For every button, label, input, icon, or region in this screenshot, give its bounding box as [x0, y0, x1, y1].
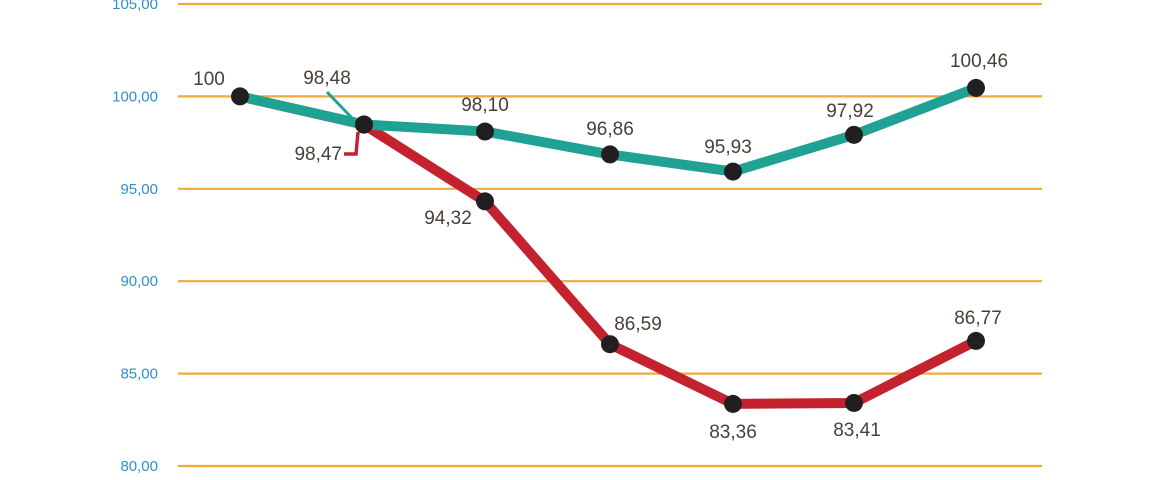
data-markers [231, 78, 985, 413]
marker-red-3 [476, 192, 494, 211]
data-label-teal-7: 100,46 [950, 51, 1008, 72]
data-label-red-6: 83,41 [833, 420, 881, 441]
marker-red-7 [967, 331, 985, 350]
data-label-teal-2: 98,48 [303, 68, 351, 89]
y-tick-label: 90,00 [120, 273, 158, 290]
y-axis-ticks: 80,00 85,00 90,00 95,00 100,00 105,00 [112, 0, 158, 475]
series-line-red [238, 91, 979, 409]
data-label-red-3: 94,32 [424, 208, 472, 229]
data-label-red-4: 86,59 [614, 314, 662, 335]
leader-line-teal [325, 90, 354, 120]
data-labels: 100 98,48 98,10 96,86 95,93 97,92 100,46 98,47 9… [193, 51, 1008, 443]
data-label-teal-3: 98,10 [461, 95, 509, 116]
y-tick-label: 100,00 [112, 88, 158, 105]
leader-line-red [344, 131, 360, 156]
marker-red-2 [355, 115, 373, 134]
y-tick-label: 105,00 [112, 0, 158, 13]
data-label-teal-5: 95,93 [704, 137, 752, 158]
data-label-red-7: 86,77 [954, 308, 1002, 329]
y-tick-label: 95,00 [120, 181, 158, 198]
marker-teal-5 [724, 162, 742, 181]
y-tick-label: 80,00 [120, 458, 158, 475]
marker-teal-7 [967, 78, 985, 97]
marker-red-5 [724, 394, 742, 413]
grid-lines [178, 2, 1042, 468]
data-label-teal-6: 97,92 [826, 101, 874, 122]
data-label-red-5: 83,36 [709, 422, 757, 443]
marker-teal-3 [476, 122, 494, 141]
marker-teal-6 [845, 125, 863, 144]
leader-lines [325, 90, 360, 156]
marker-teal-1 [231, 87, 249, 106]
data-label-teal-4: 96,86 [586, 119, 634, 140]
marker-teal-4 [601, 145, 619, 164]
y-tick-label: 85,00 [120, 366, 158, 383]
data-label-teal-1: 100 [193, 69, 225, 90]
marker-red-6 [845, 393, 863, 412]
marker-red-4 [601, 335, 619, 354]
data-label-red-2: 98,47 [294, 144, 342, 165]
